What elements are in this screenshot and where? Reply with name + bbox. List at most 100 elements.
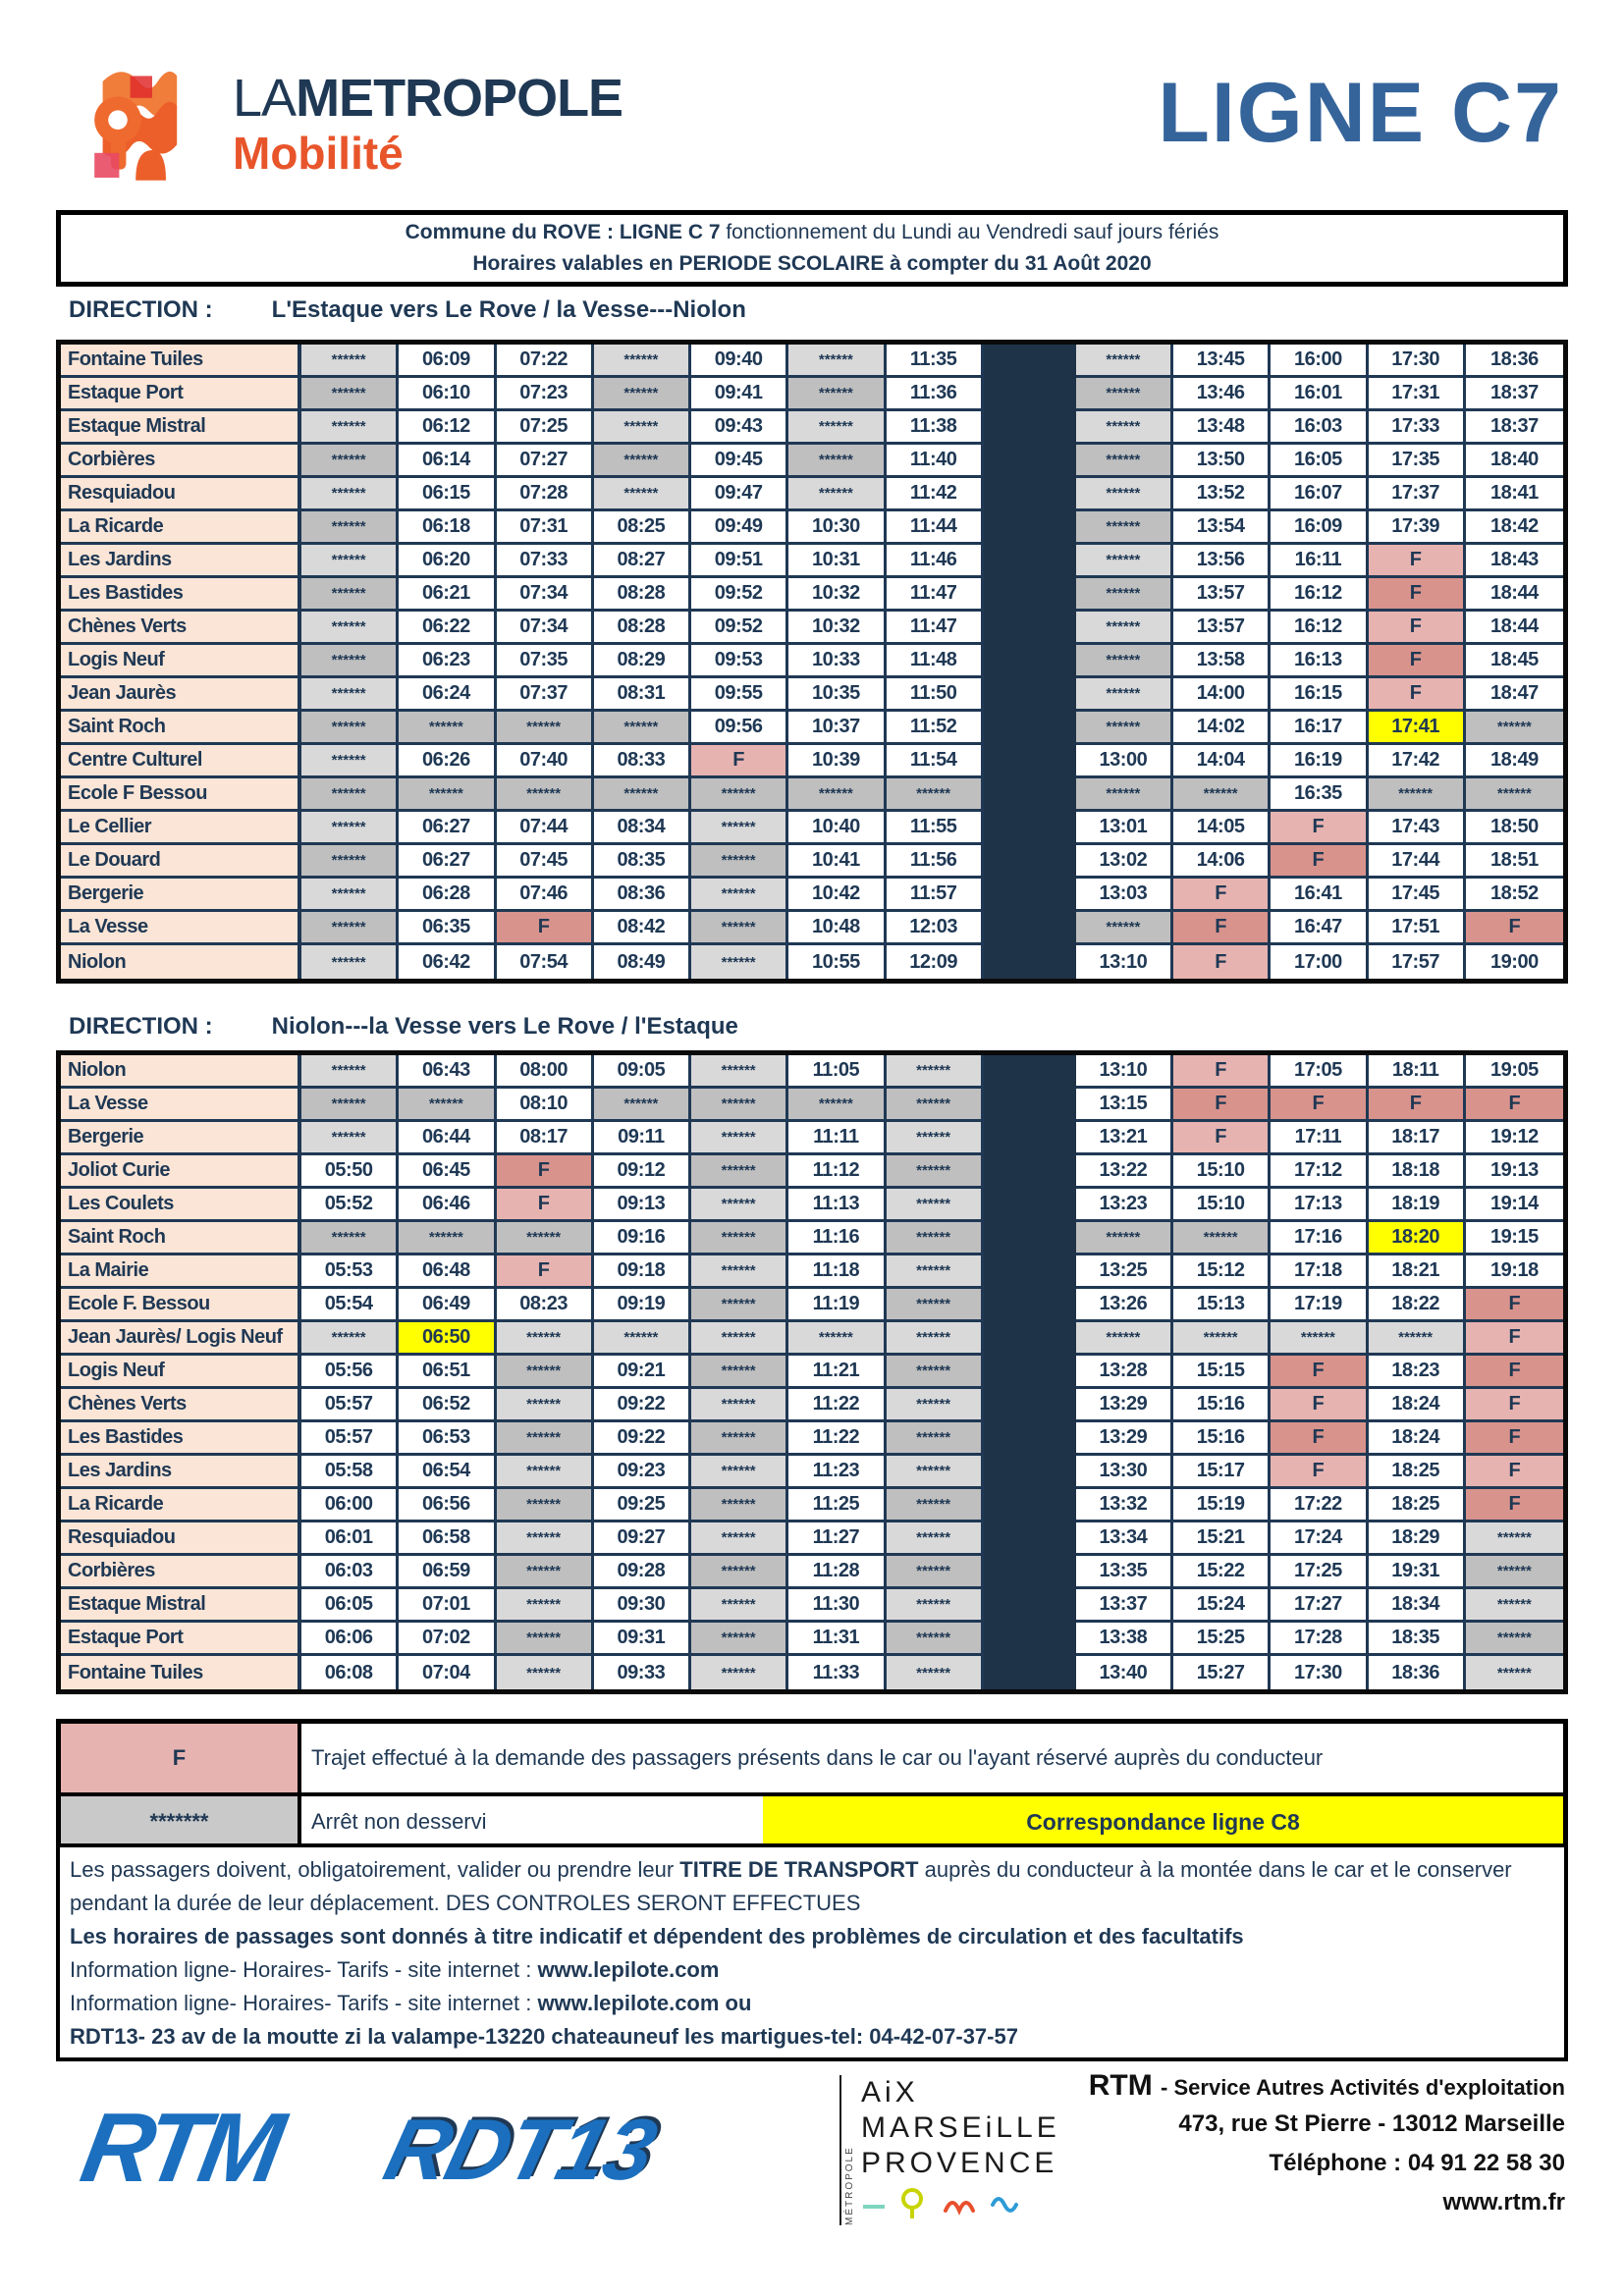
time-cell: 13:28 [1075,1356,1173,1389]
not-served-cell: ****** [301,1055,400,1089]
not-served-cell: ****** [691,912,789,945]
time-cell: 16:11 [1271,545,1369,578]
metropole-brand: LAMETROPOLE Mobilité [83,54,623,191]
time-cell: 18:42 [1465,511,1563,545]
stop-name: Estaque Mistral [61,411,301,445]
not-served-cell: ****** [788,478,887,511]
time-cell: 06:24 [399,678,497,712]
stop-name: Niolon [61,945,301,979]
time-cell: 11:05 [788,1055,887,1089]
separator-column [983,1456,1076,1489]
time-cell: 09:18 [593,1255,691,1289]
separator-column [983,1322,1076,1356]
direction-1-route: L'Estaque vers Le Rove / la Vesse---Niol… [271,296,746,323]
time-cell: 10:30 [788,511,887,545]
time-cell: 17:19 [1271,1289,1369,1322]
time-cell: 08:00 [496,1055,594,1089]
not-served-cell: ****** [301,1089,400,1122]
table-row: La Vesse ****** 06:35 F 08:42 ****** 10:48 12:0… [61,912,1563,945]
stop-name: Niolon [61,1055,301,1089]
time-cell: 16:15 [1271,678,1369,712]
stop-name: Chènes Verts [61,612,301,645]
time-cell: 06:53 [399,1422,497,1456]
time-cell: 08:49 [594,945,691,979]
time-cell: 19:00 [1490,950,1539,973]
not-served-cell: ****** [886,1089,984,1122]
table-row: Logis Neuf 05:56 06:51 ****** 09:21 ****** 11:… [61,1356,1563,1389]
time-cell: 11:40 [886,445,984,478]
time-cell: 06:27 [399,845,497,879]
not-served-cell: ****** [1075,345,1173,378]
stop-name: Le Douard [61,845,301,879]
not-served-cell: ****** [691,778,789,812]
time-cell: 18:47 [1465,678,1563,712]
time-cell: 06:23 [399,645,497,678]
time-cell: 17:28 [1271,1623,1369,1656]
time-cell: 07:44 [496,812,594,845]
stop-name: Fontaine Tuiles [61,345,301,378]
table-row: Corbières 06:03 06:59 ****** 09:28 ****** 11:2… [61,1556,1563,1589]
not-served-cell: ****** [886,1289,984,1322]
not-served-cell: ****** [691,1589,789,1623]
time-cell: 17:27 [1271,1589,1369,1623]
not-served-cell: ****** [496,1656,594,1689]
not-served-cell: ****** [886,1155,984,1189]
time-cell: 17:44 [1368,845,1466,879]
time-cell: 10:41 [788,845,887,879]
time-cell: 06:12 [399,411,497,445]
not-served-cell: ****** [593,411,691,445]
time-cell: 08:42 [593,912,691,945]
table-row: Chènes Verts 05:57 06:52 ****** 09:22 ****** 1… [61,1389,1563,1422]
not-served-cell: ****** [1465,778,1563,812]
time-cell: 18:21 [1368,1255,1466,1289]
time-cell: 07:34 [496,612,594,645]
time-cell: 17:51 [1368,912,1466,945]
time-cell: 16:19 [1271,745,1369,778]
time-cell: 08:10 [496,1089,594,1122]
time-cell: 08:28 [593,578,691,612]
not-served-cell: ****** [886,1556,984,1589]
time-cell: 17:39 [1368,511,1466,545]
time-cell: 05:50 [301,1155,400,1189]
time-cell: 11:35 [886,345,984,378]
table-row: Estaque Mistral 06:05 07:01 ****** 09:30 ****… [61,1589,1563,1623]
not-served-cell: ****** [1173,1322,1272,1356]
time-cell: 06:28 [399,879,497,912]
not-served-cell: ****** [886,1489,984,1522]
direction-1: DIRECTION : L'Estaque vers Le Rove / la … [69,296,746,324]
not-served-cell: ****** [301,745,400,778]
amp-glyphs-icon [863,2188,1018,2218]
time-cell: 17:13 [1271,1189,1369,1222]
time-cell: 18:44 [1465,578,1563,612]
time-cell: 13:22 [1075,1155,1173,1189]
note-line: Les passagers doivent, obligatoirement, … [70,1857,1512,1915]
on-demand-cell: F [1368,645,1466,678]
separator-column [983,1255,1076,1289]
not-served-cell: ****** [886,1356,984,1389]
timetable-return: Niolon ****** 06:43 08:00 09:05 ****** 11:05 **… [56,1050,1568,1694]
rtm-service-line: RTM - Service Autres Activités d'exploit… [1088,2069,1565,2102]
time-cell: 17:43 [1368,812,1466,845]
table-row: Niolon ****** 06:43 08:00 09:05 ****** 11:05 **… [61,1055,1563,1089]
time-cell: 13:50 [1173,445,1272,478]
time-cell: 07:46 [496,879,594,912]
time-cell: 11:44 [886,511,984,545]
legend: F Trajet effectué à la demande des passa… [56,1719,1568,1852]
time-cell: 18:25 [1368,1489,1466,1522]
time-cell: 17:45 [1368,879,1466,912]
time-cell: 10:42 [788,879,887,912]
table-row: Les Bastides 05:57 06:53 ****** 09:22 ****** 1… [61,1422,1563,1456]
time-cell: 08:28 [593,612,691,645]
separator-column [983,1189,1076,1222]
time-cell: 17:31 [1368,378,1466,411]
time-cell: 13:23 [1075,1189,1173,1222]
on-demand-cell: F [496,1189,594,1222]
time-cell: 10:32 [788,612,887,645]
separator-column [983,578,1076,612]
time-cell: 06:46 [399,1189,497,1222]
separator-column [983,1656,1076,1689]
table-row: La Mairie 05:53 06:48 F 09:18 ****** 11:18 ****… [61,1255,1563,1289]
not-served-cell: ****** [691,1122,789,1155]
not-served-cell: ****** [496,1623,594,1656]
time-cell: 13:34 [1075,1522,1173,1556]
